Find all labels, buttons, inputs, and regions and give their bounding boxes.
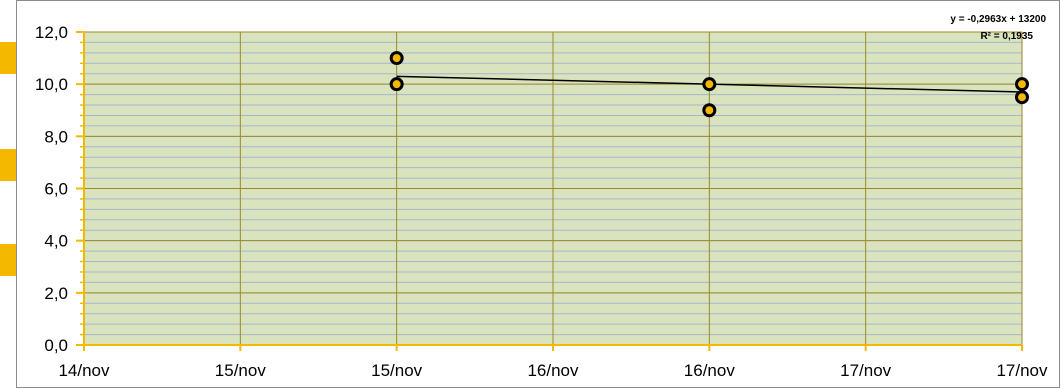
x-tick-label: 15/nov <box>371 361 423 380</box>
x-tick-label: 14/nov <box>58 361 110 380</box>
y-tick-label: 6,0 <box>44 180 68 199</box>
x-tick-label: 16/nov <box>527 361 579 380</box>
y-tick-label: 2,0 <box>44 284 68 303</box>
data-point <box>1015 90 1029 105</box>
data-points <box>389 51 1029 118</box>
y-tick-labels: 0,0 2,0 4,0 6,0 8,0 10,0 12,0 <box>35 23 68 355</box>
y-tick-label: 0,0 <box>44 336 68 355</box>
x-tick-label: 15/nov <box>215 361 267 380</box>
axes <box>76 31 1023 351</box>
x-tick-label: 16/nov <box>684 361 736 380</box>
edge-marker <box>0 42 16 74</box>
data-point <box>1015 77 1029 92</box>
trendline-equation: y = -0,2963x + 13200 <box>950 14 1046 25</box>
y-tick-label: 10,0 <box>35 75 68 94</box>
data-point <box>702 77 717 92</box>
data-point <box>389 51 404 66</box>
edge-marker <box>0 149 16 181</box>
edge-marker <box>0 244 16 276</box>
major-gridlines <box>84 31 1023 346</box>
data-point <box>702 103 717 118</box>
x-tick-label: 17/nov <box>840 361 892 380</box>
data-point <box>389 77 404 92</box>
x-tick-labels: 14/nov 15/nov 15/nov 16/nov 16/nov 17/nov 17/n… <box>58 361 1048 380</box>
y-tick-label: 4,0 <box>44 232 68 251</box>
y-tick-label: 8,0 <box>44 127 68 146</box>
x-tick-label: 17/nov <box>996 361 1048 380</box>
y-tick-label: 12,0 <box>35 23 68 42</box>
trendline-r-squared: R² = 0,1935 <box>980 31 1033 42</box>
